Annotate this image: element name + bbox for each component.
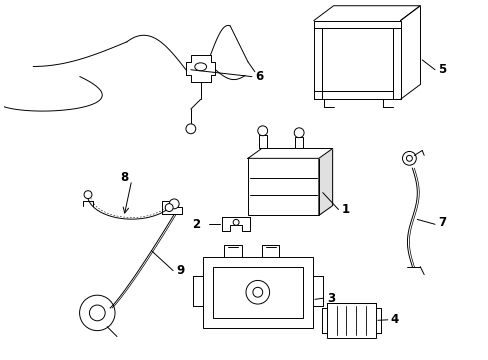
Polygon shape: [247, 148, 332, 158]
Text: 2: 2: [191, 218, 200, 231]
Bar: [258, 135, 266, 148]
Bar: [212, 267, 303, 318]
Circle shape: [257, 126, 267, 136]
Bar: [313, 91, 400, 99]
Bar: [202, 257, 312, 328]
Bar: [313, 21, 400, 28]
Circle shape: [406, 156, 411, 161]
Circle shape: [80, 295, 115, 330]
Bar: [326, 303, 375, 338]
Polygon shape: [162, 201, 182, 215]
Bar: [295, 137, 303, 148]
Text: 7: 7: [437, 216, 445, 229]
Circle shape: [84, 191, 92, 199]
Text: 5: 5: [437, 63, 446, 76]
Text: 4: 4: [390, 313, 398, 326]
Circle shape: [294, 128, 304, 138]
Circle shape: [402, 152, 415, 165]
Circle shape: [233, 219, 239, 225]
Polygon shape: [185, 55, 215, 82]
Bar: [247, 158, 318, 215]
Circle shape: [252, 287, 262, 297]
Polygon shape: [222, 217, 249, 231]
Text: 8: 8: [120, 171, 128, 184]
Text: 6: 6: [254, 70, 263, 83]
Bar: [392, 21, 400, 99]
Circle shape: [165, 204, 173, 212]
Ellipse shape: [194, 63, 206, 71]
Circle shape: [185, 124, 195, 134]
Circle shape: [169, 199, 179, 209]
Polygon shape: [318, 148, 332, 215]
Text: 3: 3: [326, 292, 334, 305]
Circle shape: [245, 280, 269, 304]
Text: 9: 9: [176, 264, 184, 277]
Bar: [313, 21, 321, 99]
Text: 1: 1: [341, 203, 349, 216]
Circle shape: [89, 305, 105, 321]
